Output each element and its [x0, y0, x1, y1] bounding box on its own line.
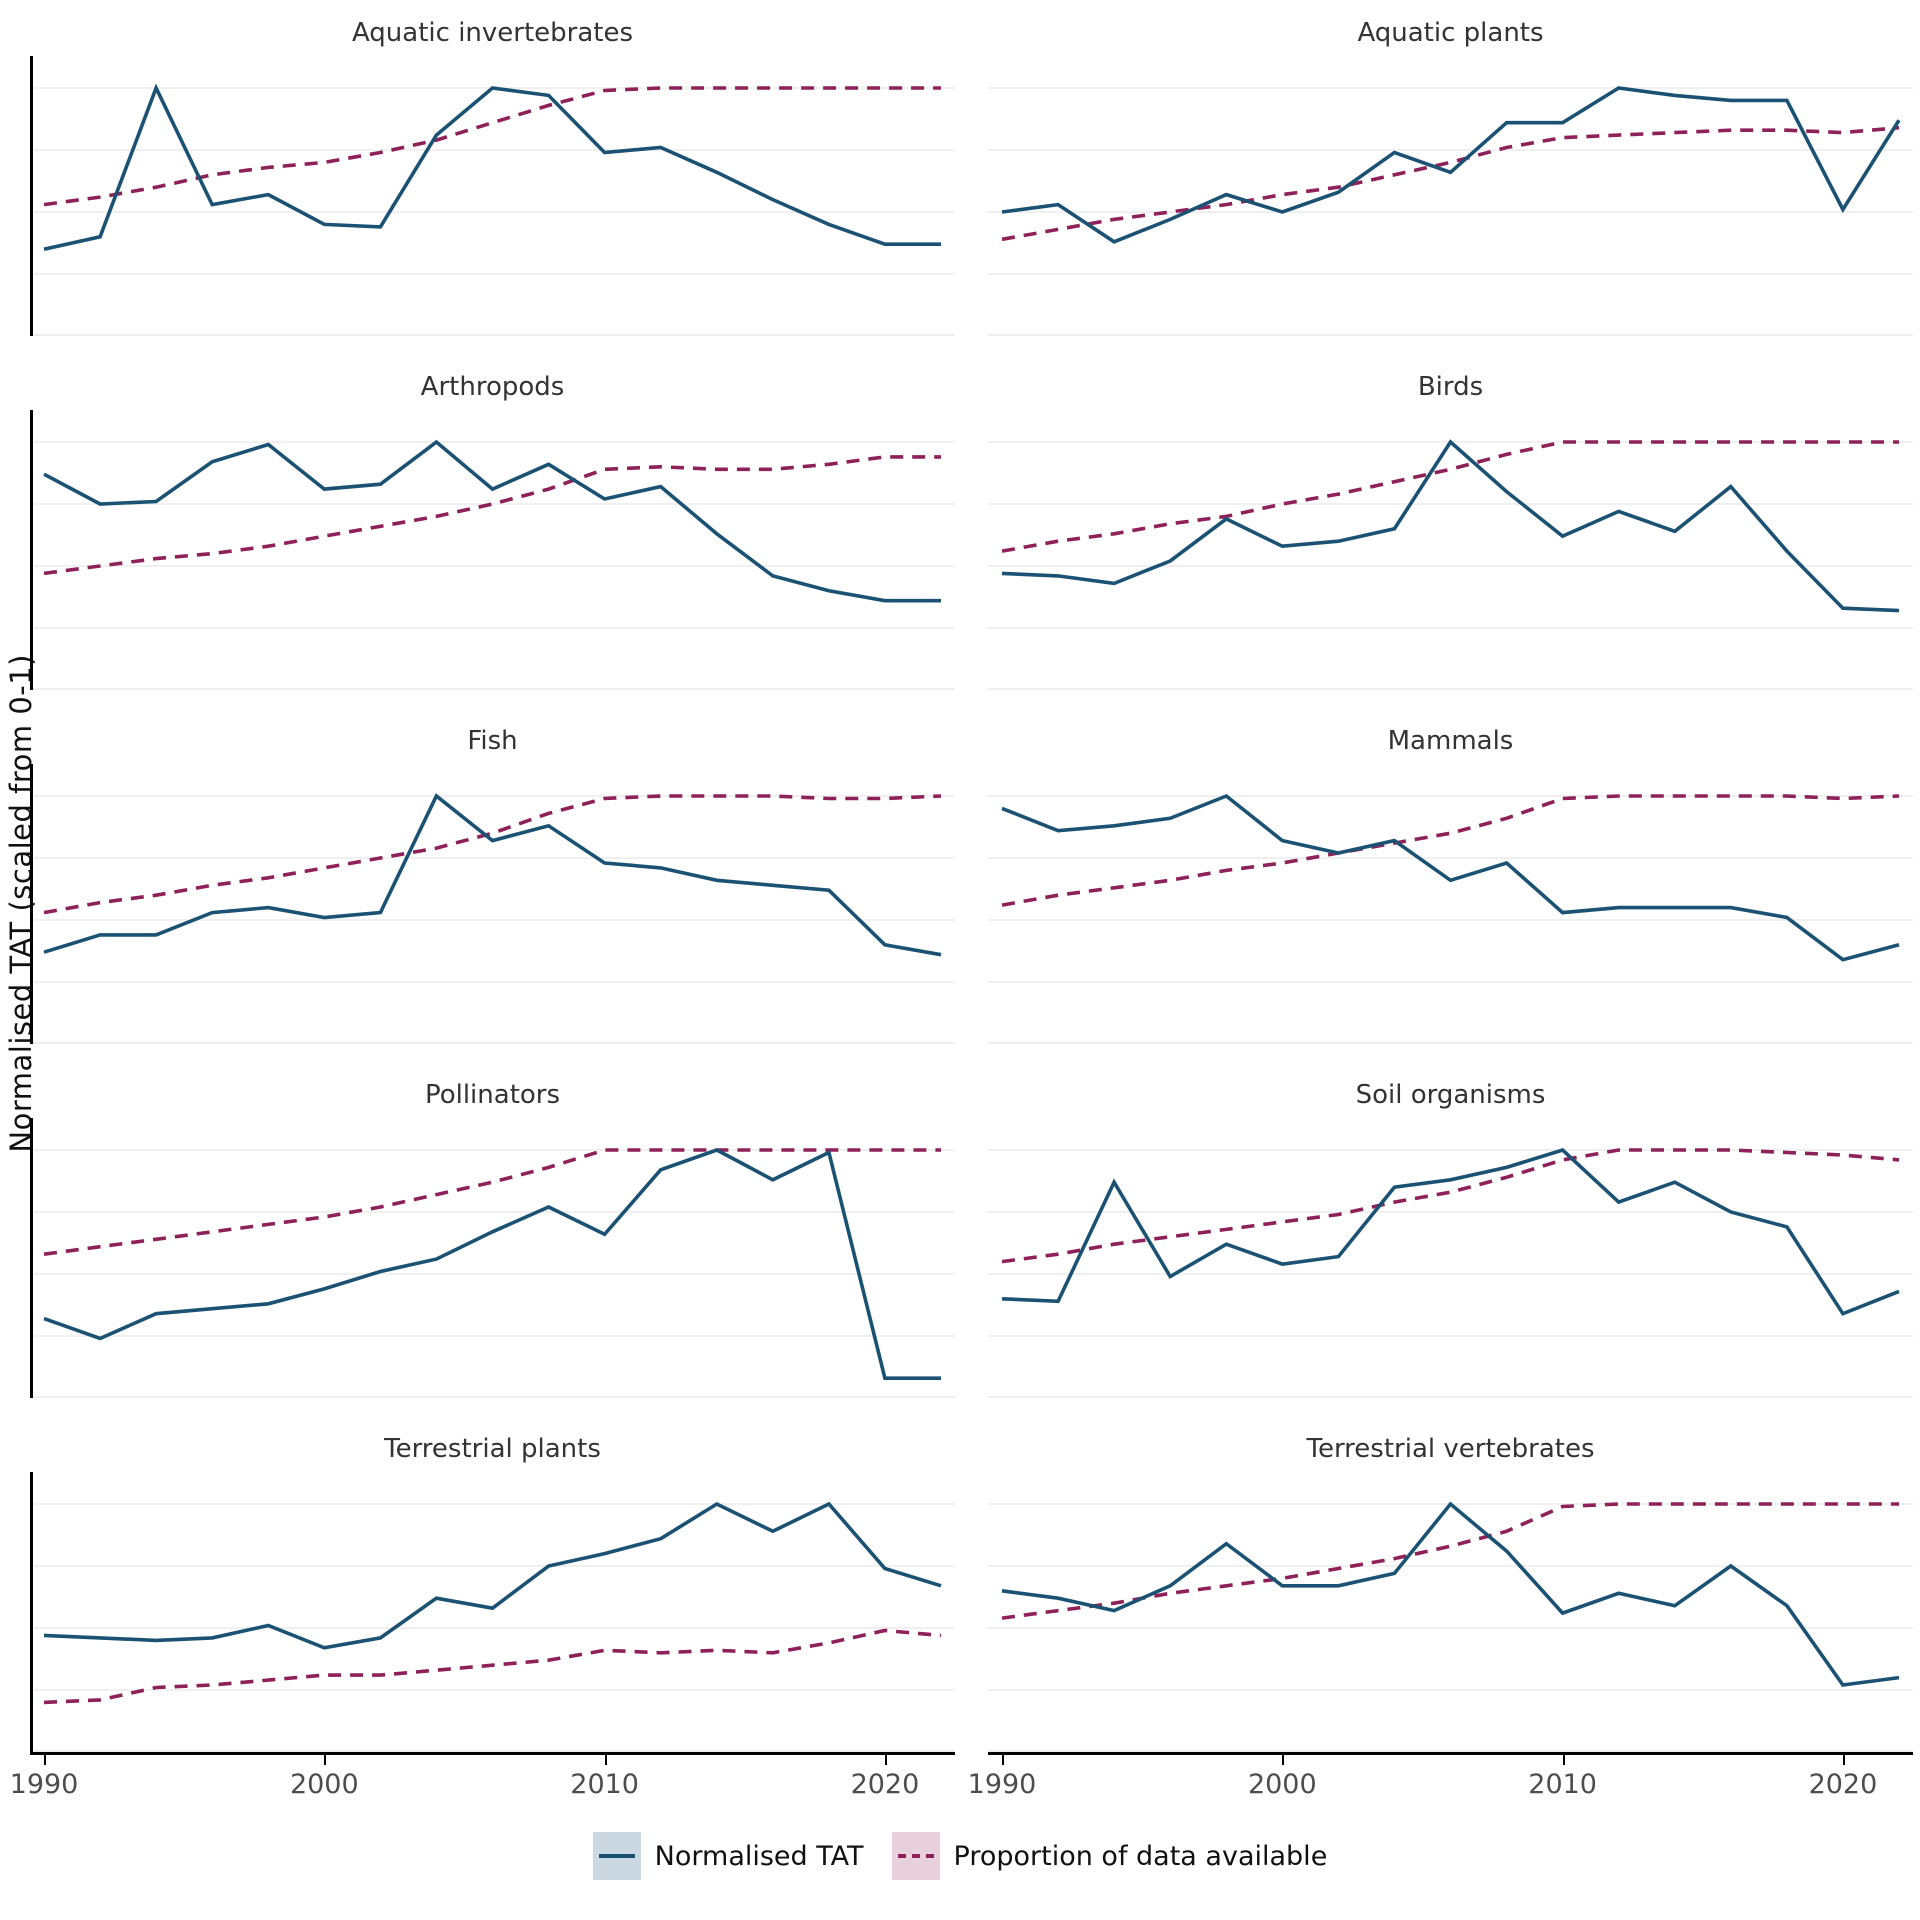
legend-item-normalised-tat: Normalised TAT — [592, 1832, 864, 1880]
panel-title-aquatic-plants: Aquatic plants — [1357, 18, 1544, 48]
series-normalised-tat — [1001, 439, 1900, 613]
panel-terrestrial-plants: Terrestrial plants — [30, 1426, 955, 1752]
series-proportion-of-data-available — [1001, 125, 1900, 242]
line-chart-aquatic-plants — [988, 86, 1913, 336]
x-axis-tick — [604, 1755, 607, 1765]
x-axis-tick — [324, 1755, 327, 1765]
line-chart-pollinators — [30, 1118, 955, 1398]
legend: Normalised TAT Proportion of data availa… — [0, 1824, 1920, 1888]
legend-key-solid-line-icon — [592, 1832, 641, 1880]
x-axis-tick-label: 2010 — [570, 1769, 639, 1800]
series-normalised-tat — [1001, 1147, 1900, 1316]
line-chart-arthropods — [30, 410, 955, 690]
x-axis-tick — [1562, 1755, 1565, 1765]
panel-title-arthropods: Arthropods — [420, 372, 565, 402]
panel-aquatic-invertebrates: Aquatic invertebrates — [30, 10, 955, 336]
series-proportion-of-data-available — [43, 794, 942, 915]
series-proportion-of-data-available — [1001, 440, 1899, 553]
series-normalised-tat — [43, 793, 942, 957]
line-chart-birds — [988, 439, 1913, 690]
panel-soil-organisms: Soil organisms — [988, 1072, 1913, 1398]
panel-birds: Birds — [988, 364, 1913, 690]
panel-title-mammals: Mammals — [1387, 726, 1514, 756]
line-chart-fish — [30, 764, 955, 1044]
panel-title-fish: Fish — [467, 726, 518, 756]
x-axis-tick-label: 2000 — [289, 1769, 359, 1800]
panel-title-pollinators: Pollinators — [424, 1080, 561, 1110]
panel-pollinators: Pollinators — [30, 1072, 955, 1398]
series-proportion-of-data-available — [1001, 794, 1900, 907]
panel-terrestrial-vertebrates: Terrestrial vertebrates — [988, 1426, 1913, 1752]
series-normalised-tat — [43, 439, 941, 603]
series-normalised-tat — [1001, 793, 1900, 962]
line-chart-mammals — [988, 793, 1913, 1044]
panel-aquatic-plants: Aquatic plants — [988, 10, 1913, 336]
panel-title-soil-organisms: Soil organisms — [1355, 1080, 1546, 1110]
series-normalised-tat — [43, 1501, 942, 1650]
series-normalised-tat — [1001, 1501, 1900, 1687]
x-axis-tick — [1282, 1755, 1285, 1765]
x-axis-tick-label: 2020 — [1808, 1769, 1878, 1800]
panel-title-birds: Birds — [1417, 372, 1484, 402]
x-axis-tick — [44, 1755, 46, 1765]
series-normalised-tat — [43, 83, 941, 251]
series-proportion-of-data-available — [43, 455, 941, 576]
x-axis-tick-label: 1990 — [967, 1769, 1037, 1800]
panel-arthropods: Arthropods — [30, 364, 955, 690]
series-normalised-tat — [43, 1148, 941, 1381]
legend-label: Normalised TAT — [654, 1840, 864, 1872]
x-axis-tick-label: 1990 — [9, 1769, 79, 1800]
series-proportion-of-data-available — [43, 1628, 942, 1705]
series-proportion-of-data-available — [43, 1148, 941, 1256]
series-normalised-tat — [1001, 86, 1901, 244]
panel-mammals: Mammals — [988, 718, 1913, 1044]
x-axis-tick-label: 2000 — [1247, 1769, 1317, 1800]
panel-title-terrestrial-plants: Terrestrial plants — [384, 1434, 601, 1464]
series-proportion-of-data-available — [1001, 1148, 1900, 1264]
x-axis-left-column: 1990 2000 2010 2020 — [10, 1752, 955, 1811]
legend-key-dashed-line-icon — [891, 1832, 940, 1880]
legend-label: Proportion of data available — [953, 1840, 1328, 1872]
panel-title-terrestrial-vertebrates: Terrestrial vertebrates — [1306, 1434, 1595, 1464]
line-chart-aquatic-invertebrates — [30, 56, 955, 336]
panel-fish: Fish — [30, 718, 955, 1044]
series-proportion-of-data-available — [43, 86, 941, 207]
x-axis-tick-label: 2010 — [1528, 1769, 1597, 1800]
legend-item-proportion-data: Proportion of data available — [891, 1832, 1328, 1880]
series-proportion-of-data-available — [1001, 1502, 1899, 1620]
x-axis-tick — [1842, 1755, 1845, 1765]
line-chart-terrestrial-vertebrates — [988, 1501, 1913, 1752]
line-chart-terrestrial-plants — [30, 1472, 955, 1752]
x-axis-tick-label: 2020 — [850, 1769, 920, 1800]
x-axis-tick — [884, 1755, 887, 1765]
line-chart-soil-organisms — [988, 1147, 1913, 1398]
panel-title-aquatic-invertebrates: Aquatic invertebrates — [351, 18, 634, 48]
x-axis-tick — [1002, 1755, 1004, 1765]
x-axis-right-column: 1990 2000 2010 2020 — [968, 1752, 1913, 1811]
